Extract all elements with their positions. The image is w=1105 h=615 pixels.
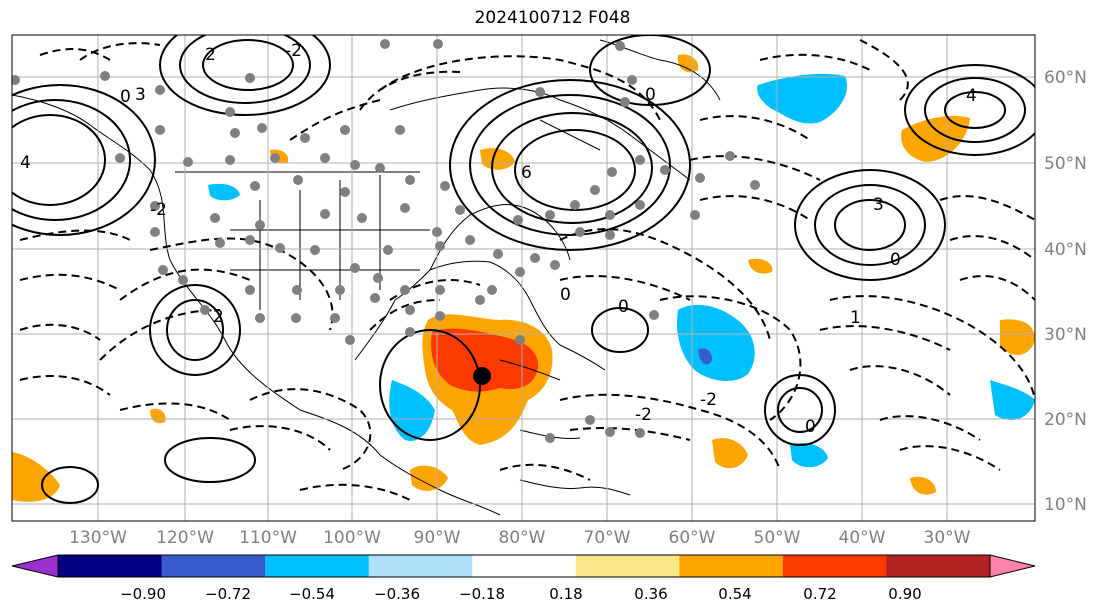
contour-label: 0 [120, 87, 131, 107]
colorbar-segment [58, 555, 163, 577]
colorbar [11, 554, 1036, 578]
colorbar-tick: −0.72 [205, 585, 251, 603]
lon-label-90w: 90°W [413, 528, 461, 548]
colorbar-segment [265, 555, 370, 577]
lon-label-40w: 40°W [838, 528, 886, 548]
storm-center-marker [473, 367, 491, 385]
colorbar-tick: 0.72 [803, 585, 837, 603]
contour-label: 0 [805, 417, 816, 437]
colorbar-segment [575, 555, 680, 577]
contour-label: 2 [213, 307, 224, 327]
colorbar-over-extension [989, 554, 1036, 578]
lat-label-30n: 30°N [1044, 325, 1087, 345]
colorbar-tick: 0.36 [634, 585, 668, 603]
lon-label-120w: 120°W [156, 528, 214, 548]
colorbar-frame [57, 554, 991, 578]
lat-label-20n: 20°N [1044, 410, 1087, 430]
colorbar-segment [161, 555, 266, 577]
lat-label-50n: 50°N [1044, 154, 1087, 174]
station-markers [12, 39, 760, 443]
contour-label: 0 [618, 297, 629, 317]
lon-label-60w: 60°W [668, 528, 716, 548]
contour-label: 4 [20, 153, 31, 173]
lon-label-30w: 30°W [923, 528, 971, 548]
colorbar-tick: −0.90 [120, 585, 166, 603]
colorbar-segment [679, 555, 784, 577]
contour-label: -2 [150, 200, 167, 220]
colorbar-tick: 0.90 [888, 585, 922, 603]
contour-label: 2 [205, 45, 216, 65]
contour-label: -2 [700, 390, 717, 410]
map-frame [11, 34, 1036, 522]
lat-label-40n: 40°N [1044, 240, 1087, 260]
contour-label: 4 [966, 86, 977, 106]
solid-contours [12, 35, 1035, 504]
contour-label: 3 [873, 195, 884, 215]
lat-label-60n: 60°N [1044, 68, 1087, 88]
colorbar-tick: 0.54 [718, 585, 752, 603]
colorbar-tick: −0.36 [374, 585, 420, 603]
lon-label-50w: 50°W [753, 528, 801, 548]
contour-label: -2 [285, 41, 302, 61]
contour-label: 6 [521, 163, 532, 183]
contour-label: 0 [560, 285, 571, 305]
contour-label: 3 [135, 85, 146, 105]
map-background [12, 35, 1035, 521]
contour-label: 0 [645, 85, 656, 105]
colorbar-tick: −0.18 [459, 585, 505, 603]
lon-label-80w: 80°W [498, 528, 546, 548]
chart-title: 2024100712 F048 [474, 8, 631, 28]
colorbar-tick: 0.18 [549, 585, 583, 603]
lon-label-100w: 100°W [323, 528, 381, 548]
colorbar-segment [368, 555, 473, 577]
colorbar-segment [782, 555, 887, 577]
lon-label-70w: 70°W [583, 528, 631, 548]
contour-label: 0 [890, 250, 901, 270]
colorbar-tick: −0.54 [289, 585, 335, 603]
colorbar-segment [886, 555, 991, 577]
colorbar-under-extension [11, 554, 59, 578]
colorbar-segment [472, 555, 577, 577]
lon-label-110w: 110°W [239, 528, 297, 548]
shaded-regions [12, 54, 1035, 502]
contour-label: 1 [850, 308, 861, 328]
contour-label: -2 [635, 405, 652, 425]
lon-label-130w: 130°W [69, 528, 127, 548]
lat-label-10n: 10°N [1044, 495, 1087, 515]
